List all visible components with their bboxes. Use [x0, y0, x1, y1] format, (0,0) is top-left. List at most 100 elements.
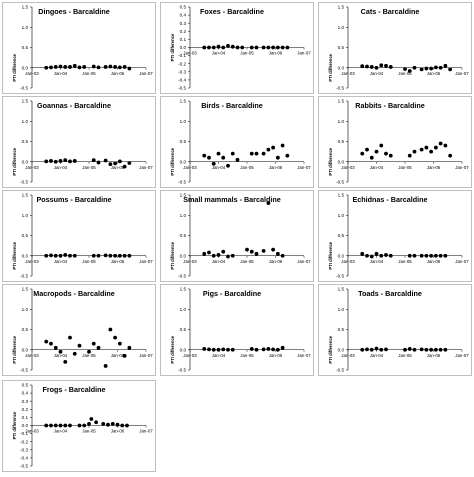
y-tick-label: 1.5: [180, 287, 187, 292]
data-point: [53, 345, 58, 350]
x-tick-label: Jan-05: [82, 353, 96, 358]
data-point: [58, 253, 63, 258]
x-tick-label: Jan-06: [269, 353, 283, 358]
x-tick-label: Jan-07: [139, 71, 153, 76]
x-tick-label: Jan-03: [25, 353, 39, 358]
x-tick-label: Jan-03: [341, 353, 355, 358]
chart-panel: Echidnas - Barcaldine 1.5 1.0 0.5 0.0 -0.5PTI…: [318, 190, 472, 282]
x-tick-label: Jan-05: [82, 259, 96, 264]
data-point: [230, 44, 235, 49]
data-point: [216, 347, 221, 352]
chart-panel: Goannas - Barcaldine 1.5 1.0 0.5 0.0 -0.5PTI …: [2, 96, 156, 188]
y-tick-label: 1.0: [338, 119, 345, 124]
data-point: [127, 253, 132, 258]
panel-border: [160, 190, 314, 282]
data-point: [49, 65, 53, 70]
data-point: [120, 423, 125, 428]
chart-panel: Frogs - Barcaldine 0.5 0.4 0.3 0.2 0.1 0.0 -0.1…: [2, 380, 156, 472]
y-tick-label: 0.0: [180, 159, 187, 164]
x-tick-label: Jan-04: [54, 429, 68, 434]
data-point: [275, 155, 280, 160]
x-tick-label: Jan-04: [54, 353, 68, 358]
data-point: [221, 347, 226, 352]
data-point: [433, 253, 438, 258]
data-point: [91, 253, 96, 258]
data-point: [68, 159, 72, 164]
data-point: [211, 161, 216, 166]
y-axis-label: PTI difference: [328, 53, 333, 81]
y-tick-label: 0.0: [180, 45, 187, 50]
data-point: [226, 163, 230, 168]
y-tick-label: -0.5: [336, 180, 344, 185]
data-point: [379, 143, 384, 148]
y-tick-label: 1.5: [22, 99, 29, 104]
y-tick-label: 1.0: [338, 307, 345, 312]
data-point: [412, 149, 417, 154]
data-point: [216, 253, 221, 257]
data-point: [384, 63, 388, 68]
x-tick-label: Jan-03: [183, 51, 197, 56]
data-point: [117, 253, 122, 258]
x-tick-label: Jan-04: [370, 165, 384, 170]
x-tick-label: Jan-03: [25, 259, 39, 264]
y-tick-label: 0.3: [180, 21, 187, 26]
y-tick-label: 0.1: [22, 415, 29, 420]
y-tick-label: -0.5: [20, 274, 28, 279]
x-tick-label: Jan-07: [139, 353, 153, 358]
y-tick-label: 0.5: [22, 383, 29, 388]
y-tick-label: 1.5: [180, 193, 187, 198]
chart-title: Possums - Barcaldine: [36, 195, 111, 204]
data-point: [419, 147, 424, 152]
y-tick-label: 0.5: [22, 327, 29, 332]
y-tick-label: -0.1: [20, 431, 28, 436]
data-point: [207, 347, 211, 352]
y-tick-label: 0.5: [180, 139, 187, 144]
data-point: [226, 347, 230, 352]
data-point: [103, 158, 108, 163]
x-tick-label: Jan-05: [398, 165, 412, 170]
data-point: [271, 45, 276, 50]
data-point: [443, 143, 448, 148]
data-point: [113, 253, 118, 258]
y-tick-label: -0.5: [178, 274, 186, 279]
data-point: [63, 65, 68, 69]
chart-title: Pigs - Barcaldine: [203, 289, 261, 298]
data-point: [87, 421, 91, 426]
y-tick-label: -0.4: [178, 78, 186, 83]
chart-panel: Foxes - Barcaldine 0.5 0.4 0.3 0.2 0.1 0.0 -0.1…: [160, 2, 314, 94]
data-point: [369, 155, 374, 160]
data-point: [202, 251, 207, 256]
y-tick-label: 1.5: [22, 5, 29, 10]
x-tick-label: Jan-03: [25, 429, 39, 434]
y-tick-label: -0.3: [20, 447, 28, 452]
data-point: [443, 253, 448, 258]
data-point: [438, 65, 443, 70]
y-tick-label: -0.2: [20, 439, 28, 444]
panel-border: [2, 96, 156, 188]
chart-panel: Rabbits - Barcaldine 1.5 1.0 0.5 0.0 -0.5PTI …: [318, 96, 472, 188]
x-tick-label: Jan-03: [183, 165, 197, 170]
y-tick-label: 0.5: [338, 139, 345, 144]
data-point: [365, 347, 369, 352]
data-point: [379, 63, 384, 68]
data-point: [72, 63, 77, 68]
data-point: [360, 64, 365, 69]
y-tick-label: -0.5: [178, 368, 186, 373]
panel-border: [2, 190, 156, 282]
data-point: [63, 253, 68, 257]
x-tick-label: Jan-06: [111, 165, 125, 170]
data-point: [127, 161, 132, 165]
data-point: [63, 158, 68, 163]
data-point: [412, 253, 417, 258]
y-axis-label: PTI difference: [12, 53, 17, 81]
y-tick-label: 0.5: [22, 45, 29, 50]
data-point: [77, 423, 82, 428]
data-point: [53, 65, 58, 69]
data-point: [211, 45, 216, 50]
x-tick-label: Jan-04: [212, 165, 226, 170]
x-tick-label: Jan-05: [398, 259, 412, 264]
data-point: [266, 147, 271, 152]
